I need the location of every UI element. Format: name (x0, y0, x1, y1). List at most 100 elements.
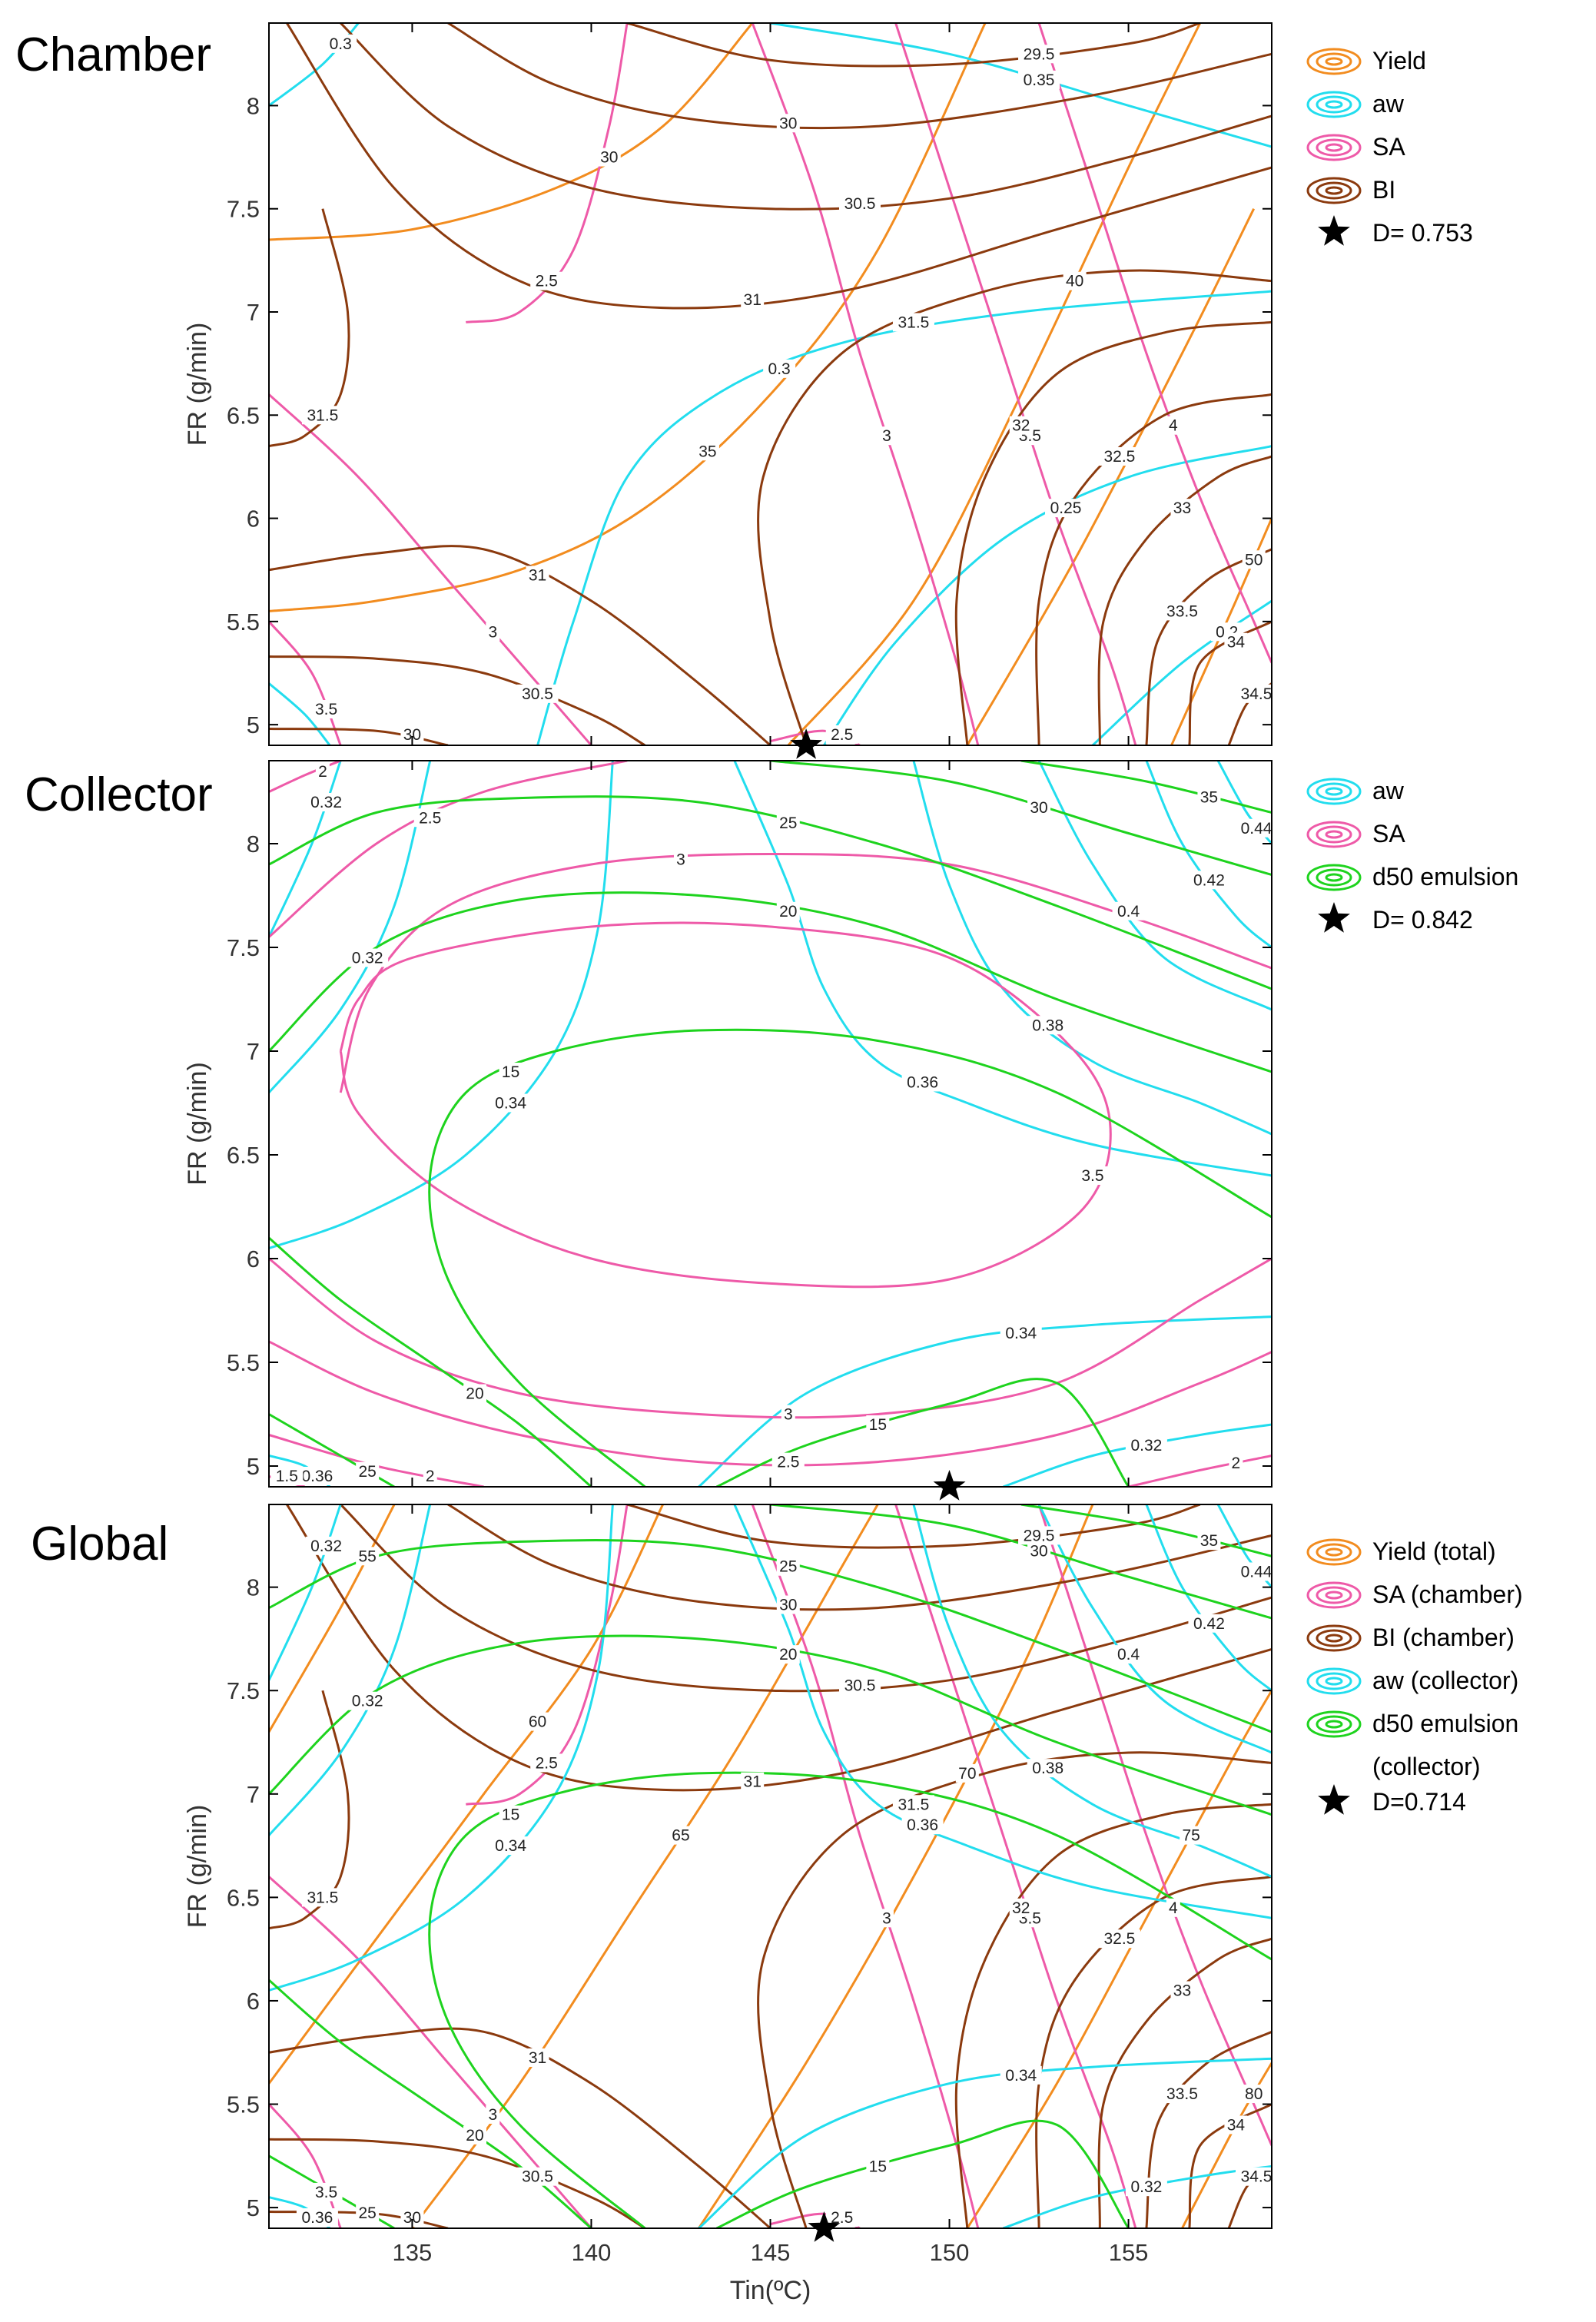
contour-label: 3 (488, 2106, 497, 2124)
contour-label: 31.5 (898, 313, 929, 331)
contour-label-bg (1000, 2065, 1042, 2085)
contour-label-bg (1125, 2178, 1167, 2197)
contour-line-aw (269, 761, 342, 938)
contour-line-bi (1188, 2103, 1272, 2228)
contour-line-sa (269, 761, 341, 793)
legend-star-icon (1318, 215, 1350, 246)
contour-label-bg (1236, 818, 1272, 838)
contour-lines: 0.32 0.32 0.34 0.36 0.38 0.4 0.42 0.44 0.34 0.32 0… (269, 761, 1272, 1487)
legend-swatch-sa-icon (1306, 134, 1362, 161)
contour-line-sa (751, 23, 980, 745)
contour-label-bg (1098, 447, 1140, 466)
y-tick-label: 8 (247, 831, 260, 857)
contour-label: 3.5 (315, 2184, 337, 2201)
contour-label: 32 (1012, 417, 1030, 435)
contour-label-bg (1170, 1981, 1194, 2000)
desirability-label: D= 0.842 (1372, 906, 1473, 934)
contour-label-bg (1018, 70, 1060, 89)
contour-label: 25 (779, 814, 797, 832)
contour-line-d50 (269, 891, 1272, 1073)
contour-line-bi (757, 269, 1272, 745)
contour-label: 0.44 (1241, 820, 1272, 838)
contour-line-yield (698, 1504, 1094, 2228)
contour-label: 33.5 (1166, 2085, 1198, 2103)
contour-label-bg (776, 114, 800, 133)
contour-label-bg (1018, 1526, 1060, 1545)
contour-label-bg (839, 1676, 881, 1695)
contour-label-bg (1018, 45, 1060, 64)
contour-label: 50 (1245, 551, 1263, 569)
contour-label-bg (315, 762, 330, 781)
contour-label-bg (741, 1772, 765, 1791)
legend: aw SA d50 emulsion D= 0.842 (1306, 777, 1518, 934)
contour-label: 31 (529, 566, 546, 584)
contour-label-bg (516, 2167, 559, 2186)
contour-line-yield (269, 1504, 396, 1733)
contour-line-bi (269, 728, 449, 745)
contour-label-bg (1076, 1166, 1109, 1185)
contour-label: 31.5 (307, 406, 338, 424)
y-tick-label: 5 (247, 1453, 260, 1480)
contour-label-bg (771, 1452, 805, 1471)
contour-label: 3 (882, 1909, 891, 1927)
contour-line-d50 (269, 1539, 1272, 1733)
y-tick-label: 6.5 (227, 1884, 260, 1911)
contour-line-aw (912, 1504, 1272, 1878)
contour-label: 0.42 (1193, 871, 1225, 889)
contour-line-d50 (715, 2119, 1130, 2228)
contour-label-bg (489, 1836, 532, 1856)
contour-label-bg (526, 2048, 549, 2067)
contour-label-bg (463, 1384, 486, 1403)
contour-label-bg (776, 1645, 800, 1664)
x-tick-label: 140 (572, 2239, 612, 2266)
y-tick-label: 5.5 (227, 1349, 260, 1376)
legend-swatch-bi-icon (1306, 1624, 1362, 1652)
contour-label-bg (1224, 2115, 1248, 2135)
contour-label: 32.5 (1103, 448, 1135, 466)
contour-label: 32 (1012, 1899, 1030, 1917)
x-tick-label: 135 (393, 2239, 433, 2266)
contour-line-yield (411, 1504, 879, 2228)
contour-label-bg (530, 271, 563, 290)
y-tick-label: 5.5 (227, 609, 260, 635)
contour-label-bg (324, 34, 357, 53)
contour-line-bi (269, 1690, 350, 1930)
contour-label: 0.32 (1130, 1437, 1162, 1455)
contour-line-yield (966, 208, 1256, 745)
panel-global: Global 5560657075802.5333.53.542.529.5303… (31, 1504, 1523, 2266)
contour-line-sa (894, 1504, 1137, 2228)
contour-label: 30.5 (844, 1677, 876, 1695)
panel-title: Chamber (15, 28, 211, 81)
y-tick-label: 5 (247, 712, 260, 738)
contour-label: 4 (1169, 417, 1178, 435)
contour-label-bg (301, 406, 343, 425)
desirability-label: D= 0.753 (1372, 219, 1473, 247)
contour-line-bi (269, 2138, 646, 2228)
contour-label-bg (1112, 901, 1145, 921)
contour-label: 29.5 (1024, 1527, 1055, 1544)
contour-line-bi (626, 1504, 1201, 1549)
contour-label: 0.34 (495, 1837, 526, 1855)
contour-label: 2.5 (831, 726, 853, 744)
contour-label-bg (866, 1415, 890, 1434)
y-axis-label: FR (g/min) (183, 1805, 212, 1929)
contour-label: 2.5 (419, 809, 441, 827)
contour-label: 15 (502, 1063, 519, 1081)
contour-line-bi (1097, 1937, 1272, 2228)
contour-label: 20 (466, 2127, 483, 2145)
contour-label-bg (526, 1712, 549, 1731)
contour-line-d50 (770, 761, 1272, 876)
contour-line-d50 (269, 1413, 395, 1487)
contour-label: 0.36 (301, 2209, 333, 2227)
contour-label-bg (1112, 1645, 1145, 1664)
contour-label: 2 (426, 1468, 435, 1485)
legend-entry: aw (collector) (1372, 1667, 1518, 1694)
contour-label-bg (356, 1547, 380, 1566)
contour-label: 75 (1182, 1827, 1199, 1845)
contour-label-bg (1197, 1531, 1221, 1551)
legend: Yield aw SA BI D= 0.753 (1306, 47, 1473, 247)
contour-label: 60 (529, 1713, 546, 1731)
contour-label-bg (892, 313, 934, 332)
x-tick-label: 145 (751, 2239, 791, 2266)
contour-label-bg (1188, 1614, 1230, 1633)
